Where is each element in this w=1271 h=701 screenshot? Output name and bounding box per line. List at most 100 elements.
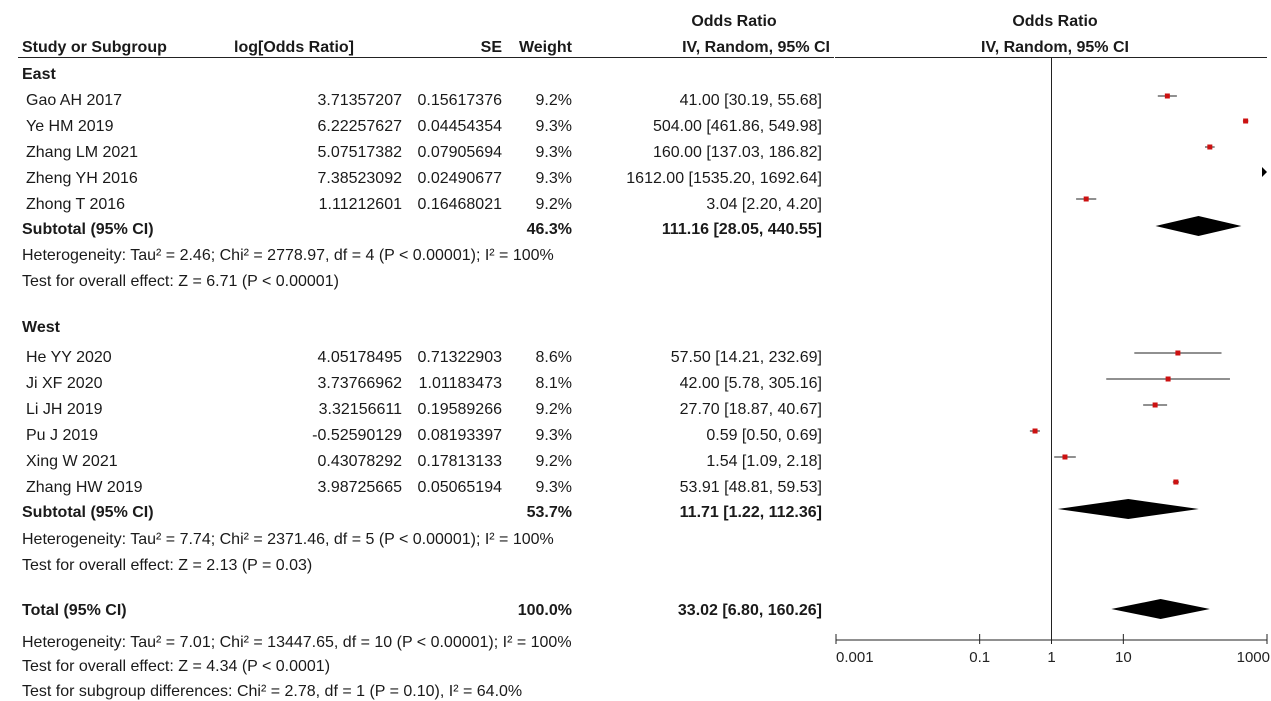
heterogeneity-text: Heterogeneity: Tau² = 7.74; Chi² = 2371.… (22, 531, 554, 548)
study-point (1062, 454, 1068, 460)
heterogeneity-text: Heterogeneity: Tau² = 2.46; Chi² = 2778.… (22, 247, 554, 264)
study-point (1083, 196, 1089, 202)
subtotal-ci: 111.16 [28.05, 440.55] (661, 221, 822, 238)
study-se: 0.08193397 (417, 427, 502, 444)
study-name: Li JH 2019 (26, 401, 103, 418)
study-ci: 1.54 [1.09, 2.18] (706, 453, 822, 470)
study-weight: 9.2% (535, 196, 572, 213)
study-point (1175, 350, 1181, 356)
study-se: 0.05065194 (417, 479, 502, 496)
subtotal-label: Subtotal (95% CI) (22, 504, 154, 521)
study-ci: 0.59 [0.50, 0.69] (706, 427, 822, 444)
study-weight: 9.3% (535, 144, 572, 161)
study-logor: 0.43078292 (317, 453, 402, 470)
x-axis-tick-label: 10 (1115, 649, 1132, 666)
x-axis-tick-label: 0.001 (836, 649, 874, 666)
total-overall-effect-text: Test for overall effect: Z = 4.34 (P < 0… (22, 658, 331, 675)
study-name: Pu J 2019 (26, 427, 99, 444)
study-ci: 3.04 [2.20, 4.20] (706, 196, 822, 213)
study-se: 0.17813133 (417, 453, 502, 470)
out-of-range-arrow (1262, 167, 1267, 177)
group-label-west: West (22, 319, 60, 336)
study-se: 0.16468021 (417, 196, 502, 213)
study-ci: 504.00 [461.86, 549.98] (652, 118, 822, 135)
subtotal-ci: 11.71 [1.22, 112.36] (679, 504, 822, 521)
study-logor: 3.73766962 (317, 375, 402, 392)
x-axis-tick-label: 1 (1047, 649, 1055, 666)
summary-diamond (1057, 499, 1199, 519)
total-label: Total (95% CI) (22, 602, 127, 619)
header-rule (18, 57, 834, 58)
subtotal-label: Subtotal (95% CI) (22, 221, 154, 238)
study-weight: 8.6% (535, 349, 572, 366)
study-name: Zhang HW 2019 (26, 479, 143, 496)
group-label-east: East (22, 66, 56, 83)
ci-col-header: IV, Random, 95% CI (682, 39, 830, 56)
subtotal-weight: 53.7% (526, 504, 572, 521)
study-col-header: Study or Subgroup (22, 39, 167, 56)
summary-diamond (1111, 599, 1210, 619)
study-point (1207, 144, 1213, 150)
subtotal-weight: 46.3% (526, 221, 572, 238)
study-ci: 1612.00 [1535.20, 1692.64] (626, 170, 822, 187)
study-se: 0.71322903 (417, 349, 502, 366)
study-se: 1.01183473 (418, 375, 502, 392)
plot-subheader: IV, Random, 95% CI (981, 39, 1129, 56)
study-logor: 3.32156611 (318, 401, 402, 418)
study-se: 0.19589266 (417, 401, 502, 418)
weight-col-header: Weight (518, 39, 572, 56)
study-logor: 3.71357207 (317, 92, 402, 109)
study-point (1164, 93, 1170, 99)
study-weight: 9.3% (535, 118, 572, 135)
study-ci: 53.91 [48.81, 59.53] (679, 479, 822, 496)
study-se: 0.04454354 (417, 118, 502, 135)
study-se: 0.15617376 (417, 92, 502, 109)
study-name: Zhang LM 2021 (26, 144, 139, 161)
study-name: Ji XF 2020 (26, 375, 103, 392)
total-ci: 33.02 [6.80, 160.26] (677, 602, 822, 619)
study-name: Zhong T 2016 (26, 196, 126, 213)
logor-col-header: log[Odds Ratio] (234, 39, 354, 56)
x-axis-tick-label: 0.1 (969, 649, 990, 666)
study-weight: 9.2% (535, 453, 572, 470)
study-weight: 8.1% (535, 375, 572, 392)
overall-effect-text: Test for overall effect: Z = 2.13 (P = 0… (22, 557, 313, 574)
study-logor: -0.52590129 (312, 427, 402, 444)
study-point (1152, 402, 1158, 408)
study-weight: 9.3% (535, 427, 572, 444)
study-point (1032, 428, 1038, 434)
study-logor: 7.38523092 (317, 170, 402, 187)
or-col-title: Odds Ratio (691, 13, 777, 30)
summary-diamond (1155, 216, 1242, 236)
study-weight: 9.2% (535, 92, 572, 109)
study-point (1243, 118, 1249, 124)
study-name: Ye HM 2019 (26, 118, 114, 135)
study-ci: 27.70 [18.87, 40.67] (679, 401, 822, 418)
study-name: Gao AH 2017 (26, 92, 123, 109)
total-weight: 100.0% (517, 602, 572, 619)
study-ci: 57.50 [14.21, 232.69] (670, 349, 822, 366)
study-ci: 42.00 [5.78, 305.16] (679, 375, 822, 392)
study-se: 0.02490677 (417, 170, 502, 187)
study-ci: 41.00 [30.19, 55.68] (679, 92, 822, 109)
study-name: He YY 2020 (26, 349, 112, 366)
subgroup-differences-text: Test for subgroup differences: Chi² = 2.… (22, 683, 523, 700)
study-name: Xing W 2021 (26, 453, 118, 470)
study-weight: 9.3% (535, 479, 572, 496)
plot-header-rule (835, 57, 1267, 58)
study-point (1173, 479, 1179, 485)
study-ci: 160.00 [137.03, 186.82] (652, 144, 822, 161)
overall-effect-text: Test for overall effect: Z = 6.71 (P < 0… (22, 273, 339, 290)
study-name: Zheng YH 2016 (26, 170, 138, 187)
study-logor: 1.11212601 (318, 196, 402, 213)
total-heterogeneity-text: Heterogeneity: Tau² = 7.01; Chi² = 13447… (22, 634, 572, 651)
study-logor: 5.07517382 (317, 144, 402, 161)
study-weight: 9.3% (535, 170, 572, 187)
study-weight: 9.2% (535, 401, 572, 418)
study-logor: 6.22257627 (317, 118, 402, 135)
plot-title: Odds Ratio (1012, 13, 1098, 30)
study-logor: 3.98725665 (317, 479, 402, 496)
study-logor: 4.05178495 (317, 349, 402, 366)
study-se: 0.07905694 (417, 144, 502, 161)
